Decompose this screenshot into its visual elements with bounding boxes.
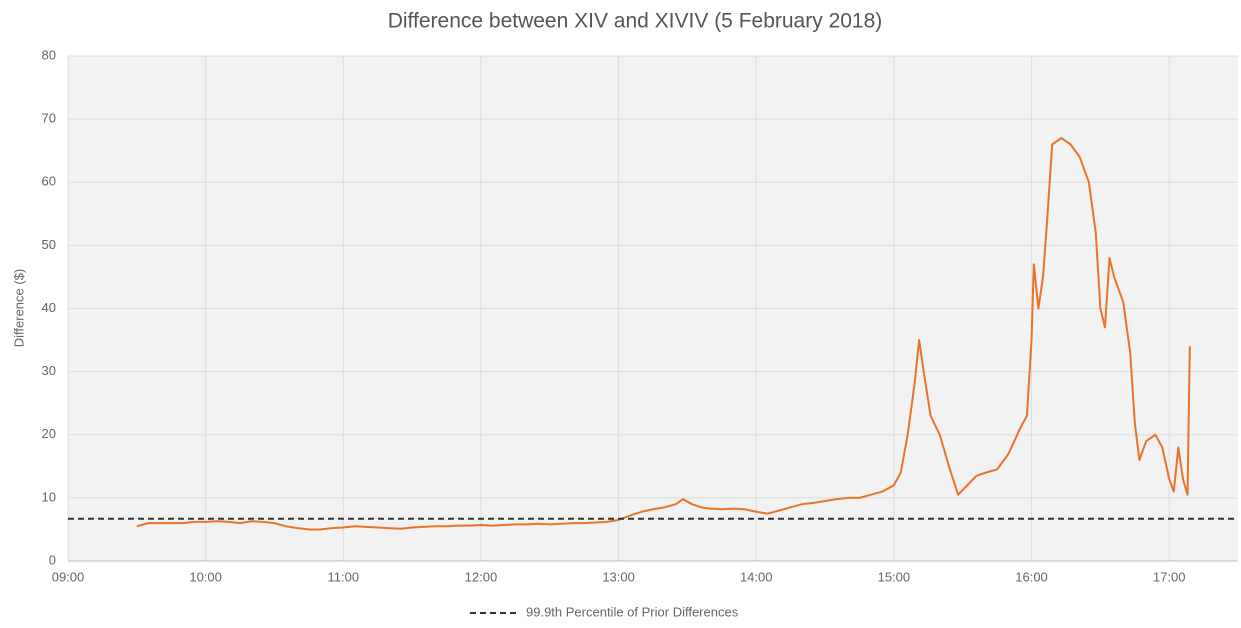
chart-title: Difference between XIV and XIVIV (5 Febr… [388, 10, 883, 33]
y-tick-label: 60 [42, 174, 56, 189]
x-tick-label: 17:00 [1153, 569, 1186, 584]
y-tick-label: 10 [42, 489, 56, 504]
y-tick-label: 30 [42, 363, 56, 378]
y-tick-label: 70 [42, 111, 56, 126]
x-tick-label: 14:00 [740, 569, 773, 584]
y-tick-label: 40 [42, 300, 56, 315]
x-tick-label: 15:00 [878, 569, 911, 584]
x-tick-label: 13:00 [602, 569, 635, 584]
x-tick-label: 12:00 [465, 569, 498, 584]
legend-label: 99.9th Percentile of Prior Differences [526, 604, 739, 619]
x-tick-label: 10:00 [189, 569, 222, 584]
y-tick-label: 80 [42, 47, 56, 62]
x-tick-label: 11:00 [328, 569, 360, 584]
data-line [136, 137, 1191, 531]
x-tick-label: 09:00 [52, 569, 85, 584]
y-tick-label: 50 [42, 237, 56, 252]
x-tick-label: 16:00 [1015, 569, 1048, 584]
y-tick-label: 0 [49, 552, 56, 567]
y-axis-label: Difference ($) [11, 269, 26, 348]
y-tick-label: 20 [42, 426, 56, 441]
